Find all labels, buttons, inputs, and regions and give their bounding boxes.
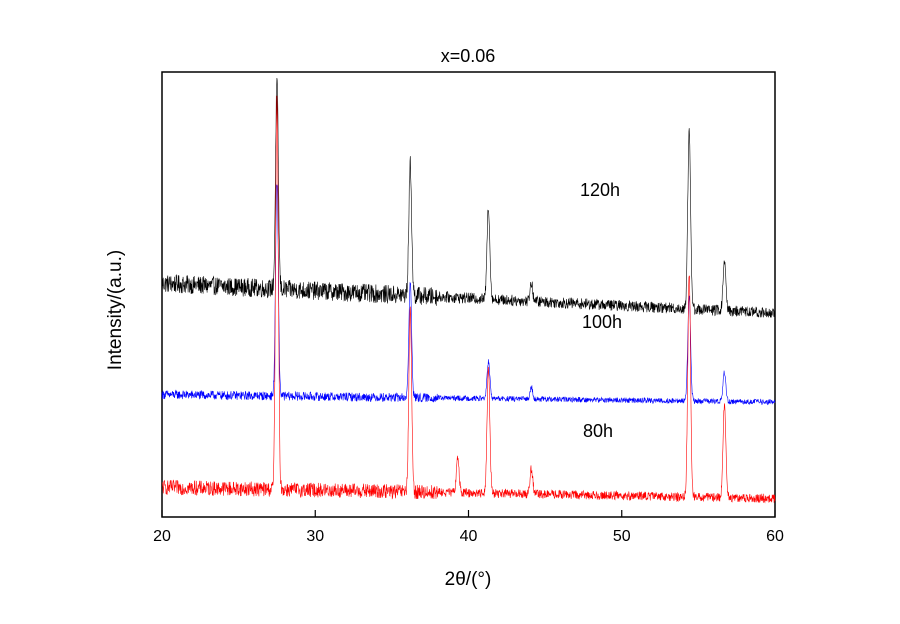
series-labels: 120h 100h 80h: [580, 180, 622, 441]
series-label-120h: 120h: [580, 180, 620, 200]
x-tick-label: 50: [613, 528, 631, 545]
x-tick-label: 20: [153, 528, 171, 545]
y-axis-label: Intensity/(a.u.): [105, 250, 126, 370]
x-tick-label: 40: [460, 528, 478, 545]
x-ticks: 20 30 40 50 60: [153, 510, 784, 545]
x-tick-label: 60: [766, 528, 784, 545]
series-line-100h: [161, 184, 776, 406]
chart-title: x=0.06: [441, 46, 496, 66]
x-axis-label: 2θ/(°): [445, 569, 492, 590]
series-line-80h: [161, 95, 776, 504]
x-tick-label: 30: [306, 528, 324, 545]
series-layer: [161, 77, 776, 504]
series-label-80h: 80h: [583, 421, 613, 441]
series-label-100h: 100h: [582, 312, 622, 332]
series-line-120h: [161, 77, 776, 318]
